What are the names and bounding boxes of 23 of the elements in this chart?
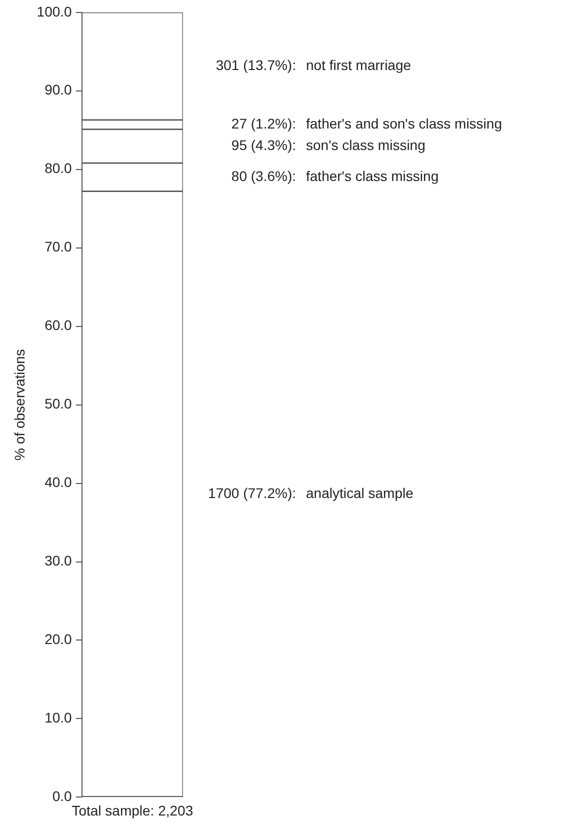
text: 1700 (77.2%): [208,484,296,501]
y-tick-label: 90.0 [44,82,72,98]
text: 80 (3.6%): [231,168,296,184]
y-tick-label: 60.0 [44,317,72,334]
y-tick-label: 10.0 [44,710,72,726]
text: son's class missing [306,137,426,154]
y-tick-label: 70.0 [44,238,72,255]
y-tick-label: 30.0 [44,552,72,569]
y-tick-label: 20.0 [44,631,72,648]
text: not first marriage [306,57,412,74]
y-tick-label: 80.0 [44,160,72,176]
y-tick-label: 0.0 [52,788,72,804]
y-axis-title: % of observations [11,349,28,460]
text: father's class missing [306,168,439,184]
x-tick-label: Total sample: 2,203 [72,802,194,818]
y-tick-label: 100.0 [36,3,72,20]
text: 27 (1.2%): [231,115,296,132]
text: father's and son's class missing [306,115,502,132]
text: 301 (13.7%): [216,57,296,74]
y-tick-label: 50.0 [44,396,72,412]
text: 95 (4.3%): [231,137,296,154]
y-tick-label: 40.0 [44,474,72,490]
text: analytical sample [306,484,414,501]
